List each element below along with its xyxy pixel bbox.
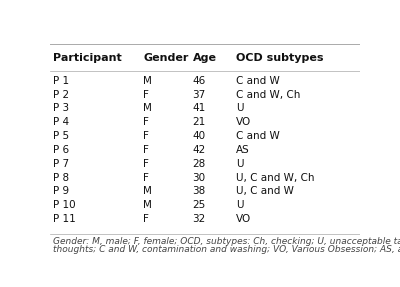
Text: P 6: P 6 [53, 145, 69, 155]
Text: 37: 37 [193, 90, 206, 100]
Text: P 10: P 10 [53, 200, 76, 210]
Text: M: M [143, 104, 152, 113]
Text: F: F [143, 159, 149, 169]
Text: Gender: Gender [143, 53, 188, 63]
Text: 46: 46 [193, 76, 206, 86]
Text: U: U [236, 104, 244, 113]
Text: 21: 21 [193, 117, 206, 127]
Text: VO: VO [236, 214, 251, 224]
Text: Age: Age [193, 53, 217, 63]
Text: 32: 32 [193, 214, 206, 224]
Text: thoughts; C and W, contamination and washing; VO, Various Obsession; AS, all sub: thoughts; C and W, contamination and was… [53, 245, 400, 254]
Text: OCD subtypes: OCD subtypes [236, 53, 324, 63]
Text: 28: 28 [193, 159, 206, 169]
Text: U, C and W, Ch: U, C and W, Ch [236, 172, 314, 183]
Text: F: F [143, 90, 149, 100]
Text: F: F [143, 117, 149, 127]
Text: P 9: P 9 [53, 186, 69, 196]
Text: Gender: M, male; F, female; OCD, subtypes: Ch, checking; U, unacceptable taboo: Gender: M, male; F, female; OCD, subtype… [53, 237, 400, 246]
Text: Participant: Participant [53, 53, 122, 63]
Text: U: U [236, 200, 244, 210]
Text: P 7: P 7 [53, 159, 69, 169]
Text: 38: 38 [193, 186, 206, 196]
Text: F: F [143, 131, 149, 141]
Text: P 5: P 5 [53, 131, 69, 141]
Text: U, C and W: U, C and W [236, 186, 294, 196]
Text: VO: VO [236, 117, 251, 127]
Text: C and W, Ch: C and W, Ch [236, 90, 300, 100]
Text: F: F [143, 145, 149, 155]
Text: 40: 40 [193, 131, 206, 141]
Text: F: F [143, 214, 149, 224]
Text: C and W: C and W [236, 76, 280, 86]
Text: C and W: C and W [236, 131, 280, 141]
Text: P 4: P 4 [53, 117, 69, 127]
Text: P 11: P 11 [53, 214, 76, 224]
Text: M: M [143, 186, 152, 196]
Text: P 8: P 8 [53, 172, 69, 183]
Text: 30: 30 [193, 172, 206, 183]
Text: AS: AS [236, 145, 250, 155]
Text: P 2: P 2 [53, 90, 69, 100]
Text: M: M [143, 76, 152, 86]
Text: M: M [143, 200, 152, 210]
Text: F: F [143, 172, 149, 183]
Text: 41: 41 [193, 104, 206, 113]
Text: P 1: P 1 [53, 76, 69, 86]
Text: 25: 25 [193, 200, 206, 210]
Text: P 3: P 3 [53, 104, 69, 113]
Text: 42: 42 [193, 145, 206, 155]
Text: U: U [236, 159, 244, 169]
